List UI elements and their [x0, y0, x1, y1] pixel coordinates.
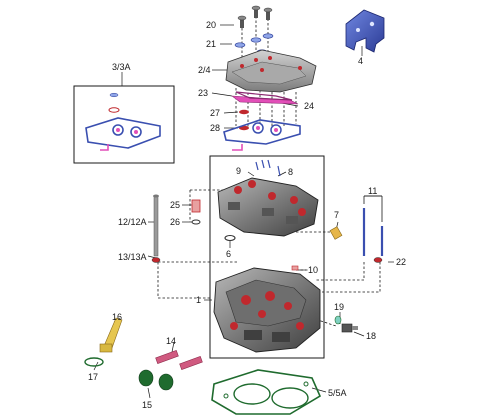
o-ring-17: [84, 357, 104, 367]
callout-13-13a: 13/13A: [118, 252, 147, 262]
callout-8: 8: [288, 167, 293, 177]
callout-labels: 20 21 2/4 23 24 27 28 3/3A 4 9 8 25 26 1…: [88, 20, 406, 410]
callout-23: 23: [198, 88, 208, 98]
callout-5-5a: 5/5A: [328, 388, 347, 398]
plugs-15: [138, 369, 174, 391]
callout-25: 25: [170, 200, 180, 210]
callout-20: 20: [206, 20, 216, 30]
callout-7: 7: [334, 210, 339, 220]
callout-16: 16: [112, 312, 122, 322]
callout-2-4: 2/4: [198, 65, 211, 75]
valve-cover-2-4: [225, 49, 317, 93]
cover-bolts-20: [237, 5, 273, 28]
dowel-25-26: [191, 199, 201, 225]
pin-10: [291, 265, 299, 271]
stud-12-12a: [151, 194, 161, 263]
camshaft-carrier: [217, 177, 319, 237]
bracket-part-4: [345, 9, 385, 53]
callout-18: 18: [366, 331, 376, 341]
callout-17: 17: [88, 372, 98, 382]
callout-12-12a: 12/12A: [118, 217, 147, 227]
leader-lines: [93, 24, 394, 399]
callout-19: 19: [334, 302, 344, 312]
callout-11: 11: [368, 186, 377, 196]
oil-tubes-11: [362, 208, 384, 256]
callout-24: 24: [304, 101, 314, 111]
head-gasket-5-5a: [211, 369, 322, 415]
callout-15: 15: [142, 400, 152, 410]
callout-9: 9: [236, 166, 241, 176]
sensor-16: [99, 317, 123, 353]
callout-14: 14: [166, 336, 176, 346]
fitting-19: [334, 315, 342, 325]
callout-3-3a: 3/3A: [112, 62, 131, 72]
callout-26: 26: [170, 217, 180, 227]
callout-1: 1: [196, 295, 201, 305]
gasket-kit-3-3a-parts: [85, 92, 161, 151]
callout-28: 28: [210, 123, 220, 133]
cover-gasket-lower: [223, 119, 301, 151]
cover-gasket-23-24: [231, 91, 299, 105]
dowel-pins-14: [155, 350, 203, 370]
callout-6: 6: [226, 249, 231, 259]
cylinder-head-1: [213, 267, 321, 353]
callout-27: 27: [210, 108, 220, 118]
fitting-22: [373, 257, 383, 263]
callout-22: 22: [396, 257, 406, 267]
callout-4: 4: [358, 56, 363, 66]
sensor-18: [341, 323, 358, 333]
head-assembly-box: [209, 155, 325, 359]
bracket-11: [363, 195, 383, 222]
callout-10: 10: [308, 265, 318, 275]
callout-21: 21: [206, 39, 216, 49]
sensor-7: [329, 226, 343, 240]
small-pins-8-9: [255, 159, 281, 177]
gasket-kit-box-3-3a: [73, 85, 175, 164]
washer-6: [224, 234, 236, 242]
